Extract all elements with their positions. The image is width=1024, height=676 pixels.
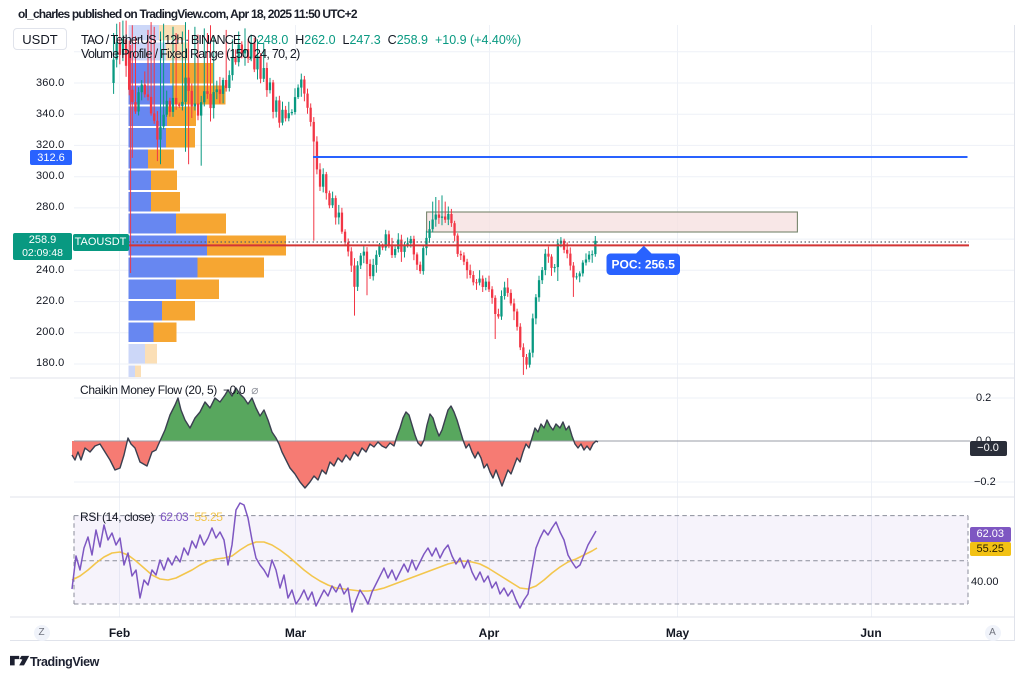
- svg-text:POC: 256.5: POC: 256.5: [612, 258, 676, 272]
